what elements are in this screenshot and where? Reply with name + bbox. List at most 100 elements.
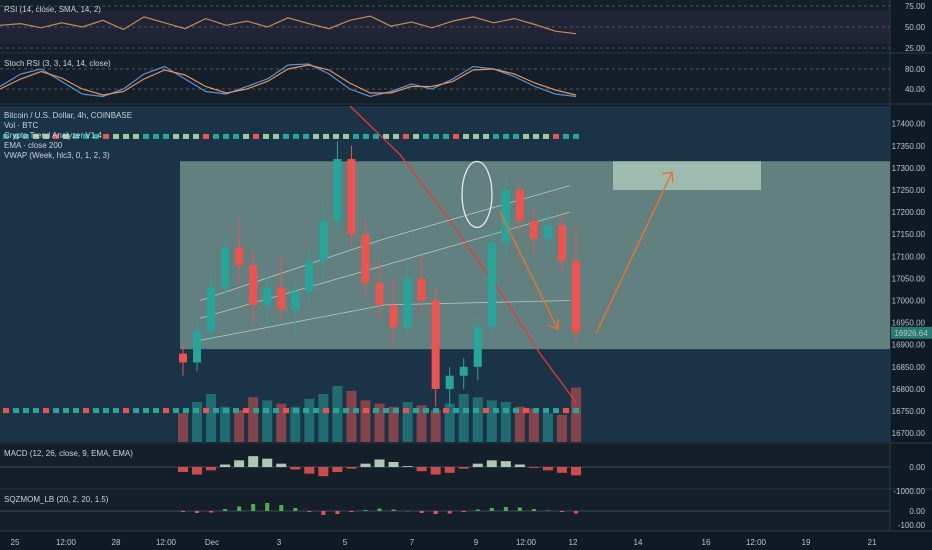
volume-bar (528, 408, 539, 442)
trend-strip-bottom (23, 408, 29, 414)
legend-line: EMA · close 200 (4, 141, 63, 150)
macd-bar (514, 464, 525, 467)
trend-strip-bottom (3, 408, 9, 414)
sqzmom-bar (363, 510, 368, 511)
sqzmom-bar (279, 505, 284, 511)
trend-strip-bottom (123, 408, 129, 414)
macd-bar (178, 467, 188, 472)
trend-strip-top (513, 133, 519, 139)
candle-body (529, 220, 538, 239)
down-arrow-line (499, 211, 559, 330)
trend-strip-bottom (543, 408, 549, 414)
candle-body (221, 247, 230, 288)
volume-bar (472, 397, 483, 442)
trend-strip-top (333, 133, 339, 139)
stoch-tick-label: 80.00 (905, 65, 926, 74)
trend-strip-top (423, 133, 429, 139)
trend-strip-bottom (373, 408, 379, 414)
volume-bar (556, 414, 567, 442)
volume-bar (444, 403, 455, 442)
volume-bar (332, 386, 343, 442)
sqzmom-bar (559, 511, 564, 512)
macd-pane (0, 444, 890, 488)
trend-strip-top (283, 133, 289, 139)
trend-strip-bottom (83, 408, 89, 414)
trend-strip-bottom (133, 408, 139, 414)
trend-strip-top (563, 133, 569, 139)
legend-line: Crypto Trend Analyzer V1.4 (4, 131, 102, 140)
macd-bar (430, 467, 441, 475)
trend-strip-top (373, 133, 379, 139)
volume-bar (500, 402, 511, 442)
trend-strip-bottom (293, 408, 299, 414)
trend-strip-top (183, 133, 189, 139)
trend-strip-top (113, 133, 119, 139)
sqzmom-bar (181, 511, 185, 512)
trend-strip-top (453, 133, 459, 139)
trend-strip-top (443, 133, 449, 139)
trend-strip-bottom (53, 408, 59, 414)
volume-bar (206, 394, 217, 442)
sqzmom-bar (237, 506, 242, 511)
trend-strip-bottom (63, 408, 69, 414)
trend-strip-bottom (233, 408, 239, 414)
trend-strip-top (143, 133, 149, 139)
macd-bar (416, 467, 427, 472)
sqzmom-bar (489, 508, 494, 511)
candle-body (431, 300, 440, 389)
macd-bar (290, 467, 301, 470)
time-tick-label: 12 (569, 538, 578, 547)
time-tick-label: 12:00 (56, 538, 77, 547)
trend-strip-top (433, 133, 439, 139)
sqzmom-bar (447, 511, 452, 514)
price-tick-label: 17350.00 (892, 142, 926, 151)
trend-strip-top (383, 133, 389, 139)
volume-bar (234, 410, 245, 442)
macd-bar (402, 466, 413, 467)
trend-strip-top (83, 133, 89, 139)
time-tick-label: 16 (702, 538, 711, 547)
volume-bar (318, 394, 329, 442)
trend-strip-bottom (33, 408, 39, 414)
sqzmom-bar (503, 507, 508, 511)
trend-strip-top (303, 133, 309, 139)
sqzmom-bar (349, 511, 354, 512)
trend-strip-top (573, 133, 579, 139)
candle-body (557, 225, 566, 261)
candle-body (179, 353, 187, 363)
trend-strip-top (173, 133, 179, 139)
last-price-label: 16926.64 (894, 329, 928, 338)
macd-bar (360, 463, 371, 467)
sqzmom-bar (377, 508, 382, 511)
sqzmom-tick-label: -100.00 (898, 521, 926, 530)
time-tick-label: 12:00 (746, 538, 767, 547)
sqzmom-bar (461, 511, 466, 512)
rsi-tick-label: 50.00 (905, 23, 926, 32)
candle-body (445, 375, 454, 389)
volume-bar (248, 397, 259, 442)
trend-strip-bottom (353, 408, 359, 414)
volume-bar (416, 405, 427, 442)
volume-bar (290, 406, 301, 442)
macd-bar (472, 463, 483, 467)
up-arrow-head (661, 171, 674, 183)
trend-strip-bottom (173, 408, 179, 414)
macd-bar (276, 463, 287, 467)
stoch-k-line (0, 63, 577, 98)
trend-strip-top (93, 133, 99, 139)
candle-body (333, 159, 342, 221)
macd-bar (304, 467, 315, 474)
time-tick-label: 9 (474, 538, 479, 547)
trend-strip-top (263, 133, 269, 139)
time-tick-label: 5 (343, 538, 348, 547)
volume-bar (374, 403, 385, 442)
volume-bar (486, 400, 497, 442)
macd-bar (458, 467, 469, 469)
trend-strip-bottom (13, 408, 19, 414)
trend-strip-bottom (253, 408, 259, 414)
macd-bar (374, 459, 385, 467)
trend-strip-top (553, 133, 559, 139)
trend-strip-top (543, 133, 549, 139)
trend-strip-bottom (443, 408, 449, 414)
